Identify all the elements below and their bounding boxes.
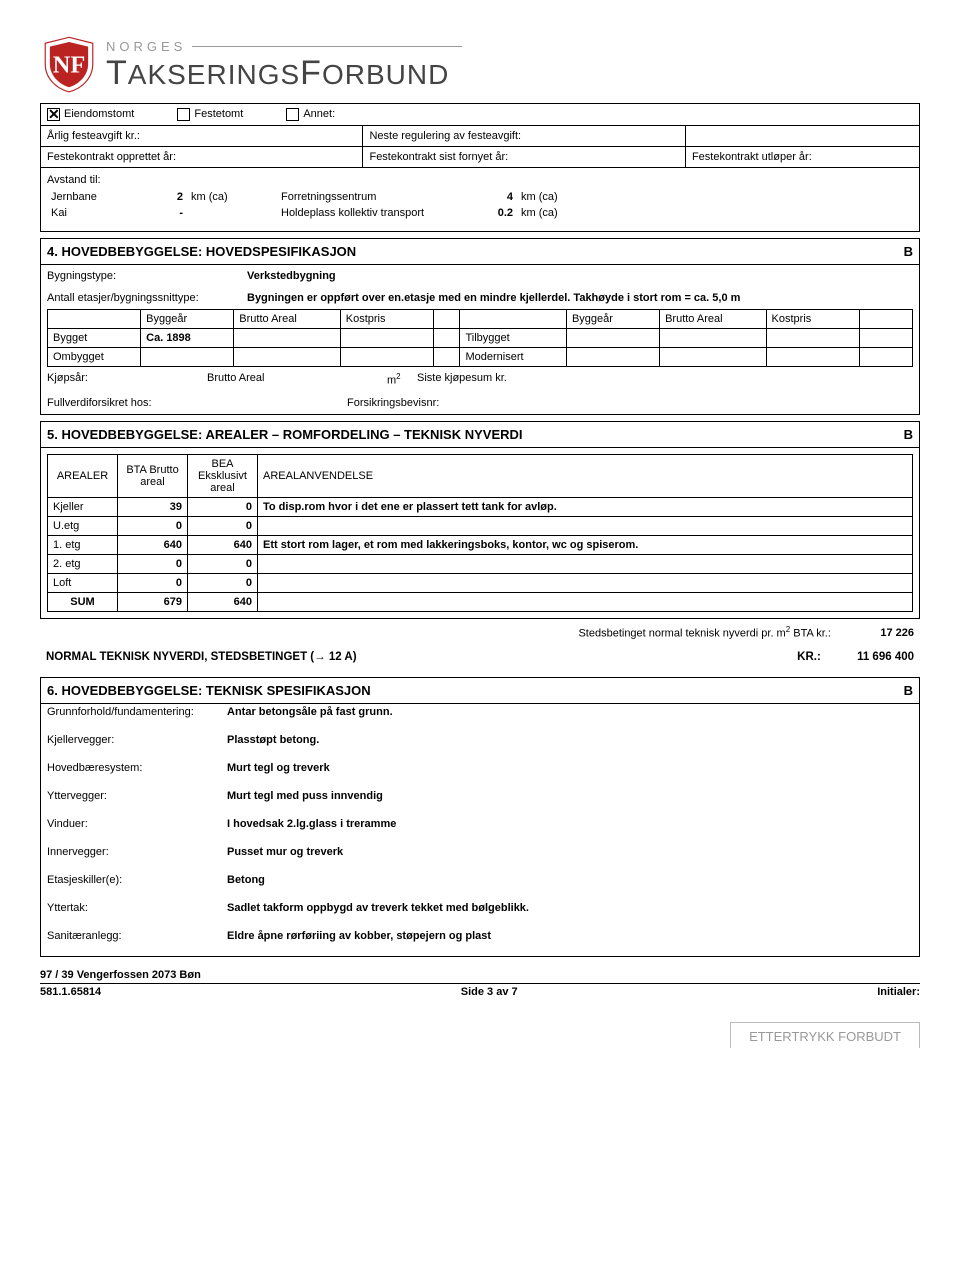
section5-header: 5. HOVEDBEBYGGELSE: AREALER – ROMFORDELI… <box>40 421 920 448</box>
logo-norges-text: NORGES <box>106 39 186 54</box>
eiendomstomt-label: Eiendomstomt <box>64 108 134 120</box>
festetomt-checkbox[interactable] <box>177 108 190 121</box>
logo-forbund-text: TAKSERINGSFORBUND <box>106 54 462 93</box>
watermark-text: ETTERTRYKK FORBUDT <box>730 1022 920 1048</box>
avstand-label: Avstand til: <box>47 174 913 186</box>
footer-initialer: Initialer: <box>877 986 920 998</box>
page-footer: 97 / 39 Vengerfossen 2073 Bøn 581.1.6581… <box>40 969 920 998</box>
spec-row: Yttertak:Sadlet takform oppbygd av treve… <box>41 900 919 928</box>
annet-checkbox[interactable] <box>286 108 299 121</box>
svg-text:NF: NF <box>53 52 85 79</box>
spec-row: Hovedbæresystem:Murt tegl og treverk <box>41 760 919 788</box>
arealer-table: AREALERBTA Brutto arealBEA Eksklusivt ar… <box>47 454 913 612</box>
org-logo-block: NF NORGES TAKSERINGSFORBUND <box>40 35 920 93</box>
bygningstype-value: Verkstedbygning <box>247 270 336 282</box>
siste-kjopesum-label: Siste kjøpesum kr. <box>417 372 527 387</box>
eiendomstomt-checkbox[interactable] <box>47 108 60 121</box>
bygningstype-label: Bygningstype: <box>47 270 247 282</box>
spec-row: Yttervegger:Murt tegl med puss innvendig <box>41 788 919 816</box>
annet-label: Annet: <box>303 108 335 120</box>
arlig-festeavgift-label: Årlig festeavgift kr.: <box>41 126 363 146</box>
feste-utloper-label: Festekontrakt utløper år: <box>686 147 919 167</box>
etasjer-value: Bygningen er oppført over en.etasje med … <box>247 292 740 304</box>
spec-row: Sanitæranlegg:Eldre åpne rørføriing av k… <box>41 928 919 956</box>
normal-nyverdi-line: NORMAL TEKNISK NYVERDI, STEDSBETINGET (→… <box>40 643 920 671</box>
footer-page: Side 3 av 7 <box>461 986 518 998</box>
byggear-table: ByggeårBrutto ArealKostprisByggeårBrutto… <box>47 309 913 367</box>
feste-opprettet-label: Festekontrakt opprettet år: <box>41 147 363 167</box>
spec-row: Grunnforhold/fundamentering:Antar betong… <box>41 704 919 732</box>
spec-row: Innervegger:Pusset mur og treverk <box>41 844 919 872</box>
footer-address: 97 / 39 Vengerfossen 2073 Bøn <box>40 969 920 981</box>
spec-row: Etasjeskiller(e):Betong <box>41 872 919 900</box>
section6-body: Grunnforhold/fundamentering:Antar betong… <box>40 704 920 957</box>
nf-shield-icon: NF <box>40 35 98 93</box>
spec-row: Kjellervegger:Plasstøpt betong. <box>41 732 919 760</box>
bruttoareal-label: Brutto Areal <box>207 372 287 387</box>
kjopsar-label: Kjøpsår: <box>47 372 117 387</box>
tomt-feste-box: Eiendomstomt Festetomt Annet: Årlig fest… <box>40 103 920 232</box>
section6-header: 6. HOVEDBEBYGGELSE: TEKNISK SPESIFIKASJO… <box>40 677 920 704</box>
festetomt-label: Festetomt <box>194 108 243 120</box>
watermark-block: ETTERTRYKK FORBUDT <box>0 1018 960 1068</box>
distances-block: Avstand til: Jernbane2km (ca)Forretnings… <box>41 168 919 231</box>
footer-id: 581.1.65814 <box>40 986 101 998</box>
stedsbetinget-line: Stedsbetinget normal teknisk nyverdi pr.… <box>40 619 920 644</box>
forsikring-label: Forsikringsbevisnr: <box>347 397 439 409</box>
section4-header: 4. HOVEDBEBYGGELSE: HOVEDSPESIFIKASJON B <box>40 238 920 265</box>
fullverdi-label: Fullverdiforsikret hos: <box>47 397 347 409</box>
etasjer-label: Antall etasjer/bygningssnittype: <box>47 292 247 304</box>
feste-fornyet-label: Festekontrakt sist fornyet år: <box>363 147 685 167</box>
neste-regulering-label: Neste regulering av festeavgift: <box>363 126 685 146</box>
spec-row: Vinduer:I hovedsak 2.lg.glass i treramme <box>41 816 919 844</box>
